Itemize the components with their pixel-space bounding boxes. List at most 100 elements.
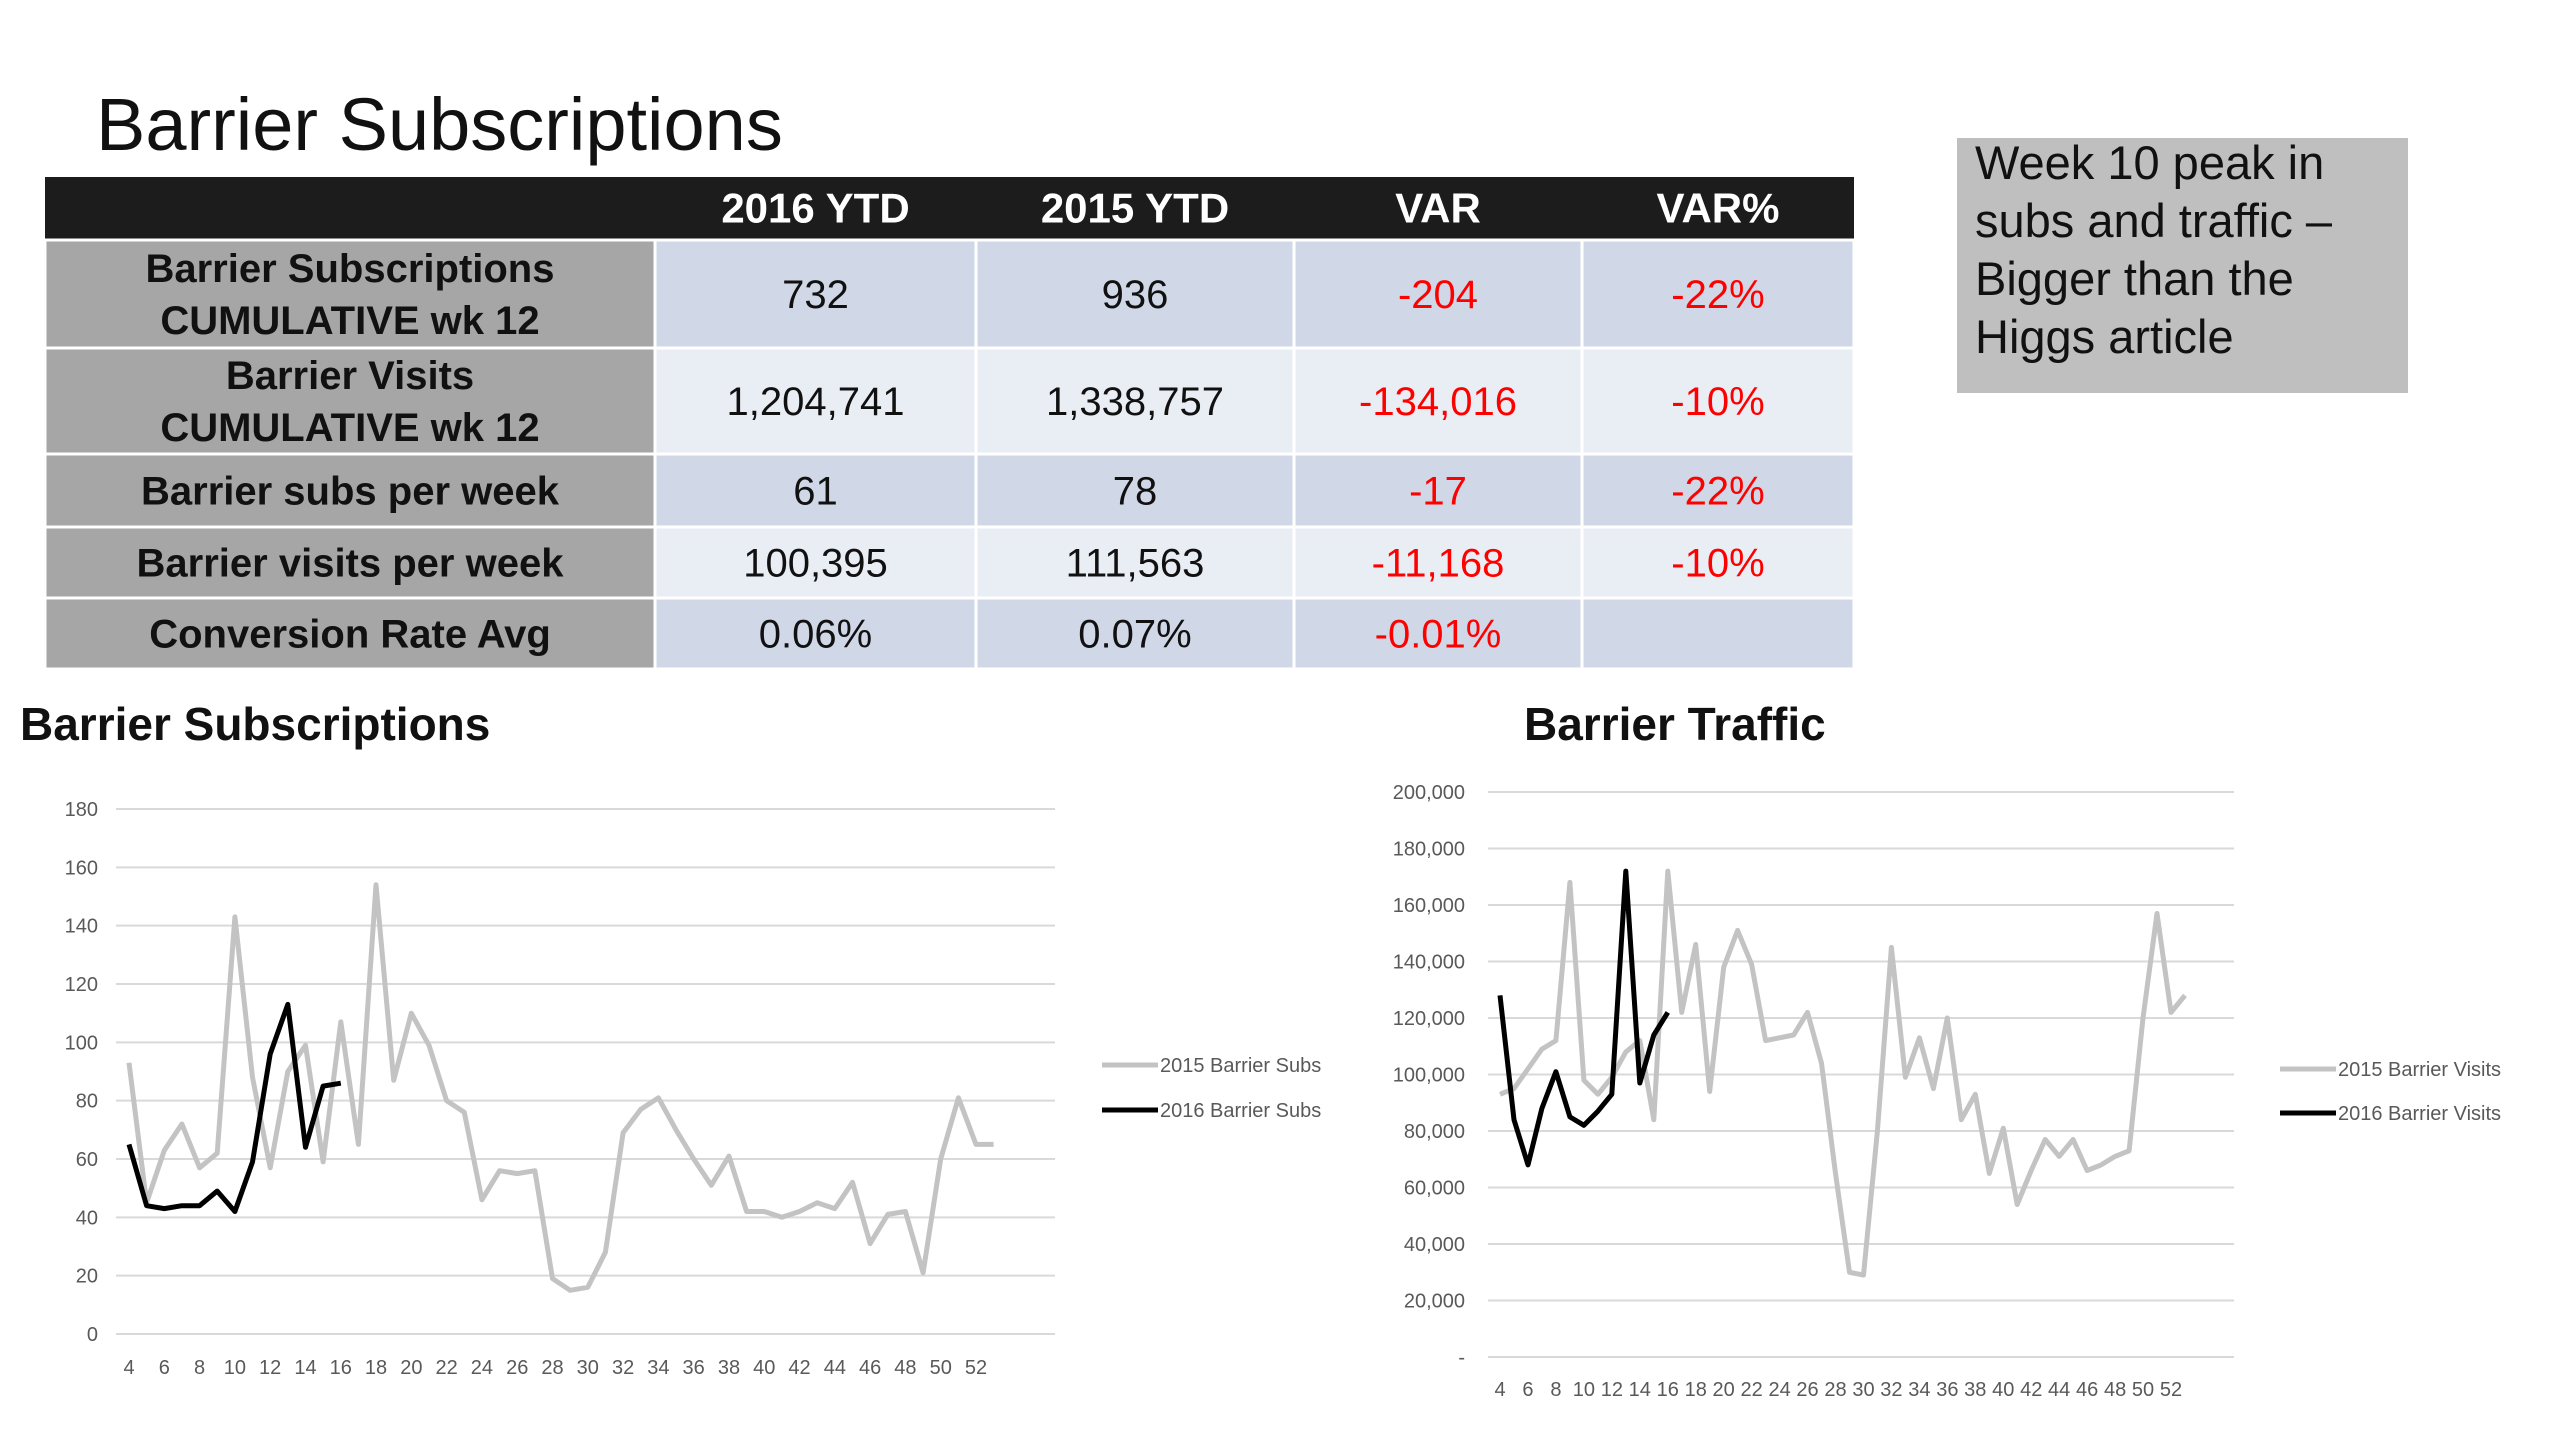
- row-label: Barrier subs per week: [141, 470, 560, 514]
- cell: 0.06%: [759, 613, 872, 657]
- y-tick-label: 100: [65, 1032, 98, 1054]
- column-header: VAR%: [1657, 185, 1780, 232]
- row-label: Conversion Rate Avg: [149, 613, 551, 657]
- cell-bg: [1292, 346, 1584, 456]
- y-tick-label: 180: [65, 799, 98, 821]
- cell-bg: [1580, 346, 1856, 456]
- x-tick-label: 14: [294, 1357, 316, 1379]
- row-label: Barrier visits per week: [137, 542, 565, 586]
- y-tick-label: 160,000: [1393, 895, 1465, 917]
- cell-bg: [1292, 596, 1584, 671]
- x-tick-label: 4: [1494, 1379, 1505, 1401]
- y-tick-label: 120: [65, 974, 98, 996]
- y-tick-label: 180,000: [1393, 839, 1465, 861]
- note-box: [1957, 138, 2408, 393]
- x-tick-label: 40: [753, 1357, 775, 1379]
- x-tick-label: 28: [541, 1357, 563, 1379]
- cell-bg: [653, 346, 978, 456]
- x-tick-label: 30: [577, 1357, 599, 1379]
- cell: -134,016: [1359, 380, 1517, 424]
- x-tick-label: 46: [2076, 1379, 2098, 1401]
- y-tick-label: 40: [76, 1207, 98, 1229]
- x-tick-label: 22: [436, 1357, 458, 1379]
- note-text: Week 10 peak in subs and traffic – Bigger …: [1975, 136, 2333, 363]
- x-tick-label: 18: [1685, 1379, 1707, 1401]
- x-tick-label: 42: [2020, 1379, 2042, 1401]
- chart-title: Barrier Traffic: [1524, 698, 1826, 750]
- cell-bg: [1580, 596, 1856, 671]
- x-tick-label: 6: [159, 1357, 170, 1379]
- x-tick-label: 26: [1796, 1379, 1818, 1401]
- x-tick-label: 26: [506, 1357, 528, 1379]
- x-tick-label: 12: [1601, 1379, 1623, 1401]
- cell: -10%: [1671, 380, 1764, 424]
- legend-label: 2015 Barrier Subs: [1160, 1055, 1321, 1077]
- x-tick-label: 12: [259, 1357, 281, 1379]
- y-tick-label: 80: [76, 1091, 98, 1113]
- y-tick-label: 60: [76, 1149, 98, 1171]
- x-tick-label: 32: [1880, 1379, 1902, 1401]
- x-tick-label: 6: [1522, 1379, 1533, 1401]
- cell: 78: [1113, 470, 1158, 514]
- cell: -17: [1409, 470, 1467, 514]
- row-label-cell: [43, 238, 657, 350]
- x-tick-label: 20: [1713, 1379, 1735, 1401]
- cell: -10%: [1671, 542, 1764, 586]
- x-tick-label: 28: [1824, 1379, 1846, 1401]
- cell: 936: [1102, 273, 1169, 317]
- x-tick-label: 18: [365, 1357, 387, 1379]
- x-tick-label: 4: [123, 1357, 134, 1379]
- x-tick-label: 46: [859, 1357, 881, 1379]
- x-tick-label: 24: [1768, 1379, 1790, 1401]
- series-line: [126, 882, 994, 1293]
- column-header: 2016 YTD: [721, 185, 909, 232]
- y-tick-label: 140: [65, 916, 98, 938]
- legend-label: 2015 Barrier Visits: [2338, 1059, 2501, 1081]
- cell: 732: [782, 273, 849, 317]
- y-tick-label: 100,000: [1393, 1065, 1465, 1087]
- cell: 1,338,757: [1046, 380, 1224, 424]
- row-label: Barrier Subscriptions CUMULATIVE wk 12: [145, 247, 554, 343]
- cell: -22%: [1671, 470, 1764, 514]
- cell: -11,168: [1372, 542, 1505, 586]
- slide-title: Barrier Subscriptions: [96, 83, 783, 166]
- column-header: VAR: [1395, 185, 1481, 232]
- x-tick-label: 42: [788, 1357, 810, 1379]
- cell: 100,395: [743, 542, 888, 586]
- x-tick-label: 50: [2132, 1379, 2154, 1401]
- cell: 61: [793, 470, 838, 514]
- cell-bg: [1580, 238, 1856, 350]
- series-line: [1499, 868, 2187, 1278]
- x-tick-label: 52: [2160, 1379, 2182, 1401]
- cell-bg: [1580, 525, 1856, 600]
- x-tick-label: 34: [647, 1357, 669, 1379]
- row-label-cell: [43, 346, 657, 456]
- x-tick-label: 44: [824, 1357, 846, 1379]
- x-tick-label: 38: [1964, 1379, 1986, 1401]
- x-tick-label: 10: [224, 1357, 246, 1379]
- cell-bg: [653, 596, 978, 671]
- y-tick-label: 20: [76, 1266, 98, 1288]
- legend-label: 2016 Barrier Subs: [1160, 1100, 1321, 1122]
- y-tick-label: 140,000: [1393, 952, 1465, 974]
- x-tick-label: 52: [965, 1357, 987, 1379]
- x-tick-label: 8: [1550, 1379, 1561, 1401]
- y-tick-label: -: [1458, 1347, 1465, 1369]
- x-tick-label: 22: [1741, 1379, 1763, 1401]
- y-tick-label: 120,000: [1393, 1008, 1465, 1030]
- x-tick-label: 8: [194, 1357, 205, 1379]
- x-tick-label: 30: [1852, 1379, 1874, 1401]
- y-tick-label: 20,000: [1404, 1291, 1465, 1313]
- x-tick-label: 48: [894, 1357, 916, 1379]
- cell: -22%: [1671, 273, 1764, 317]
- row-label-cell: [43, 525, 657, 600]
- x-tick-label: 36: [683, 1357, 705, 1379]
- chart-title: Barrier Subscriptions: [20, 698, 490, 750]
- x-tick-label: 10: [1573, 1379, 1595, 1401]
- cell: 111,563: [1066, 542, 1205, 586]
- x-tick-label: 48: [2104, 1379, 2126, 1401]
- x-tick-label: 36: [1936, 1379, 1958, 1401]
- row-label-cell: [43, 596, 657, 671]
- x-tick-label: 16: [330, 1357, 352, 1379]
